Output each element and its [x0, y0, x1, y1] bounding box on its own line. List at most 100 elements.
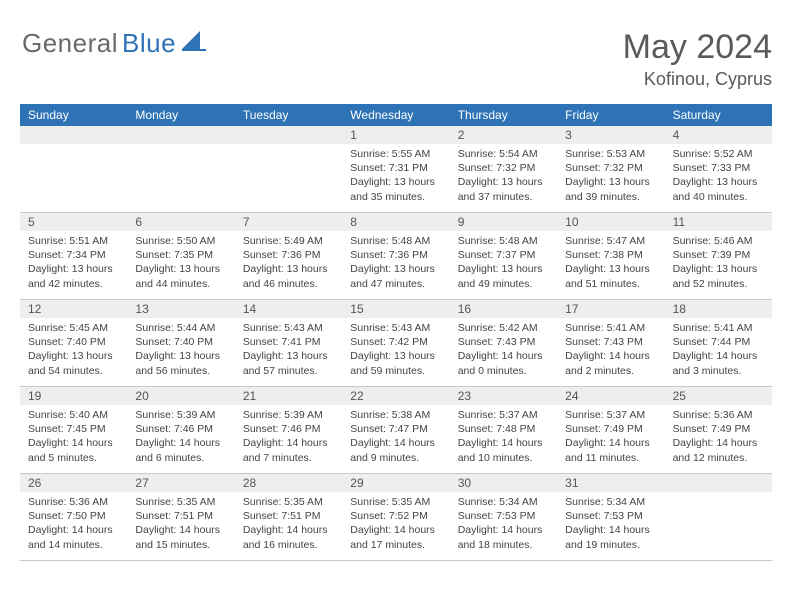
day-number: 26 [20, 476, 41, 490]
daylight-line: Daylight: 13 hours and 52 minutes. [673, 262, 764, 290]
day-number-band: 28 [235, 474, 342, 492]
day-number-band: 17 [557, 300, 664, 318]
daylight-line: Daylight: 14 hours and 7 minutes. [243, 436, 334, 464]
day-number: 28 [235, 476, 256, 490]
sunrise-line: Sunrise: 5:42 AM [458, 321, 549, 335]
day-body [235, 144, 342, 151]
sunset-line: Sunset: 7:38 PM [565, 248, 656, 262]
daylight-line: Daylight: 14 hours and 11 minutes. [565, 436, 656, 464]
sunset-line: Sunset: 7:49 PM [565, 422, 656, 436]
sunrise-line: Sunrise: 5:35 AM [243, 495, 334, 509]
day-body: Sunrise: 5:51 AMSunset: 7:34 PMDaylight:… [20, 231, 127, 295]
sunset-line: Sunset: 7:44 PM [673, 335, 764, 349]
day-cell: 20Sunrise: 5:39 AMSunset: 7:46 PMDayligh… [127, 387, 234, 473]
sunset-line: Sunset: 7:35 PM [135, 248, 226, 262]
weeks-container: 1Sunrise: 5:55 AMSunset: 7:31 PMDaylight… [20, 126, 772, 561]
day-number: 29 [342, 476, 363, 490]
day-body: Sunrise: 5:46 AMSunset: 7:39 PMDaylight:… [665, 231, 772, 295]
day-number-band: 5 [20, 213, 127, 231]
day-number: 16 [450, 302, 471, 316]
daylight-line: Daylight: 14 hours and 19 minutes. [565, 523, 656, 551]
day-number: 6 [127, 215, 142, 229]
week-row: 1Sunrise: 5:55 AMSunset: 7:31 PMDaylight… [20, 126, 772, 213]
daylight-line: Daylight: 14 hours and 17 minutes. [350, 523, 441, 551]
day-cell: 12Sunrise: 5:45 AMSunset: 7:40 PMDayligh… [20, 300, 127, 386]
day-number-band: 4 [665, 126, 772, 144]
day-of-week-header: Friday [557, 104, 664, 126]
day-number-band: 27 [127, 474, 234, 492]
sunset-line: Sunset: 7:51 PM [135, 509, 226, 523]
day-cell: 15Sunrise: 5:43 AMSunset: 7:42 PMDayligh… [342, 300, 449, 386]
day-body: Sunrise: 5:35 AMSunset: 7:51 PMDaylight:… [235, 492, 342, 556]
day-number: 27 [127, 476, 148, 490]
day-body: Sunrise: 5:49 AMSunset: 7:36 PMDaylight:… [235, 231, 342, 295]
sunset-line: Sunset: 7:40 PM [135, 335, 226, 349]
day-cell: 9Sunrise: 5:48 AMSunset: 7:37 PMDaylight… [450, 213, 557, 299]
day-cell [235, 126, 342, 212]
sunrise-line: Sunrise: 5:46 AM [673, 234, 764, 248]
daylight-line: Daylight: 14 hours and 18 minutes. [458, 523, 549, 551]
day-number-band: 23 [450, 387, 557, 405]
day-body: Sunrise: 5:35 AMSunset: 7:51 PMDaylight:… [127, 492, 234, 556]
day-number: 19 [20, 389, 41, 403]
sunrise-line: Sunrise: 5:48 AM [458, 234, 549, 248]
sunrise-line: Sunrise: 5:35 AM [350, 495, 441, 509]
sunrise-line: Sunrise: 5:39 AM [135, 408, 226, 422]
day-number: 3 [557, 128, 572, 142]
day-body: Sunrise: 5:41 AMSunset: 7:44 PMDaylight:… [665, 318, 772, 382]
sunset-line: Sunset: 7:33 PM [673, 161, 764, 175]
daylight-line: Daylight: 14 hours and 5 minutes. [28, 436, 119, 464]
daylight-line: Daylight: 14 hours and 12 minutes. [673, 436, 764, 464]
day-number-band: 20 [127, 387, 234, 405]
day-number-band: 30 [450, 474, 557, 492]
sunrise-line: Sunrise: 5:36 AM [28, 495, 119, 509]
daylight-line: Daylight: 13 hours and 54 minutes. [28, 349, 119, 377]
sunset-line: Sunset: 7:31 PM [350, 161, 441, 175]
day-number-band: 7 [235, 213, 342, 231]
week-row: 12Sunrise: 5:45 AMSunset: 7:40 PMDayligh… [20, 300, 772, 387]
day-number-band: 31 [557, 474, 664, 492]
day-cell: 30Sunrise: 5:34 AMSunset: 7:53 PMDayligh… [450, 474, 557, 560]
daylight-line: Daylight: 14 hours and 3 minutes. [673, 349, 764, 377]
sunset-line: Sunset: 7:40 PM [28, 335, 119, 349]
calendar-page: GeneralBlue May 2024 Kofinou, Cyprus Sun… [0, 0, 792, 612]
day-cell: 13Sunrise: 5:44 AMSunset: 7:40 PMDayligh… [127, 300, 234, 386]
sunset-line: Sunset: 7:43 PM [458, 335, 549, 349]
day-of-week-header: Sunday [20, 104, 127, 126]
day-number-band: 15 [342, 300, 449, 318]
day-of-week-header: Tuesday [235, 104, 342, 126]
day-body: Sunrise: 5:55 AMSunset: 7:31 PMDaylight:… [342, 144, 449, 208]
daylight-line: Daylight: 13 hours and 39 minutes. [565, 175, 656, 203]
sunrise-line: Sunrise: 5:41 AM [565, 321, 656, 335]
day-cell: 1Sunrise: 5:55 AMSunset: 7:31 PMDaylight… [342, 126, 449, 212]
day-number-band: 1 [342, 126, 449, 144]
week-row: 19Sunrise: 5:40 AMSunset: 7:45 PMDayligh… [20, 387, 772, 474]
daylight-line: Daylight: 14 hours and 9 minutes. [350, 436, 441, 464]
day-body [127, 144, 234, 151]
day-cell: 10Sunrise: 5:47 AMSunset: 7:38 PMDayligh… [557, 213, 664, 299]
sunrise-line: Sunrise: 5:55 AM [350, 147, 441, 161]
day-cell: 23Sunrise: 5:37 AMSunset: 7:48 PMDayligh… [450, 387, 557, 473]
page-title: May 2024 [623, 28, 772, 67]
sunset-line: Sunset: 7:45 PM [28, 422, 119, 436]
daylight-line: Daylight: 14 hours and 10 minutes. [458, 436, 549, 464]
daylight-line: Daylight: 13 hours and 49 minutes. [458, 262, 549, 290]
day-number-band: 2 [450, 126, 557, 144]
sunrise-line: Sunrise: 5:48 AM [350, 234, 441, 248]
day-body: Sunrise: 5:48 AMSunset: 7:36 PMDaylight:… [342, 231, 449, 295]
daylight-line: Daylight: 13 hours and 44 minutes. [135, 262, 226, 290]
sunset-line: Sunset: 7:34 PM [28, 248, 119, 262]
day-cell: 22Sunrise: 5:38 AMSunset: 7:47 PMDayligh… [342, 387, 449, 473]
day-cell: 7Sunrise: 5:49 AMSunset: 7:36 PMDaylight… [235, 213, 342, 299]
day-cell [20, 126, 127, 212]
daylight-line: Daylight: 13 hours and 57 minutes. [243, 349, 334, 377]
day-number: 30 [450, 476, 471, 490]
day-body: Sunrise: 5:39 AMSunset: 7:46 PMDaylight:… [127, 405, 234, 469]
day-body: Sunrise: 5:43 AMSunset: 7:42 PMDaylight:… [342, 318, 449, 382]
day-body [665, 492, 772, 499]
day-body: Sunrise: 5:50 AMSunset: 7:35 PMDaylight:… [127, 231, 234, 295]
day-number-band: 11 [665, 213, 772, 231]
day-number: 23 [450, 389, 471, 403]
day-cell: 8Sunrise: 5:48 AMSunset: 7:36 PMDaylight… [342, 213, 449, 299]
sunset-line: Sunset: 7:50 PM [28, 509, 119, 523]
